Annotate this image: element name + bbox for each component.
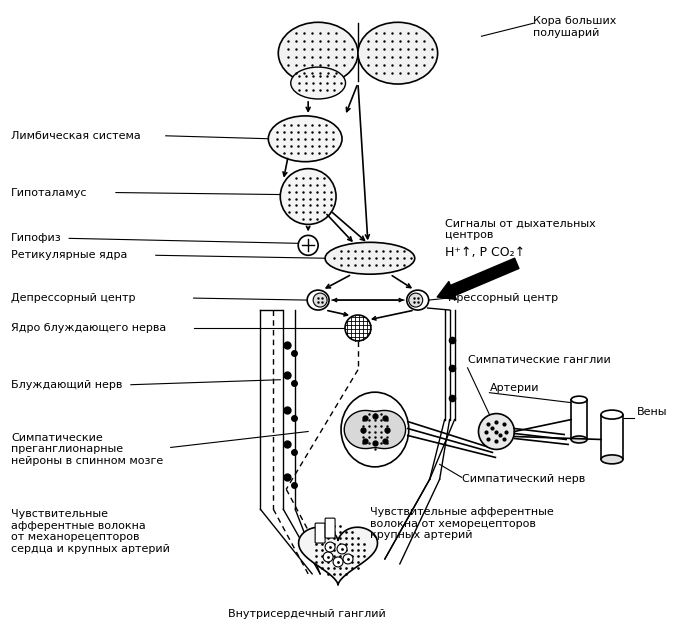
Ellipse shape xyxy=(268,116,342,161)
Circle shape xyxy=(345,315,371,341)
Text: Гипоталамус: Гипоталамус xyxy=(11,188,88,198)
Ellipse shape xyxy=(307,290,329,310)
Circle shape xyxy=(479,413,514,449)
Circle shape xyxy=(343,554,353,564)
Text: Ретикулярные ядра: Ретикулярные ядра xyxy=(11,250,127,260)
Text: Прессорный центр: Прессорный центр xyxy=(447,293,558,303)
Ellipse shape xyxy=(313,293,327,307)
Text: Лимбическая система: Лимбическая система xyxy=(11,131,141,141)
Circle shape xyxy=(298,235,318,255)
Ellipse shape xyxy=(358,22,438,84)
Text: Депрессорный центр: Депрессорный центр xyxy=(11,293,136,303)
Ellipse shape xyxy=(325,242,414,274)
Text: Артерии: Артерии xyxy=(489,383,539,393)
Text: Внутрисердечный ганглий: Внутрисердечный ганглий xyxy=(228,609,386,619)
Circle shape xyxy=(325,542,335,552)
Text: Чувствительные афферентные
волокна от хеморецепторов
крупных артерий: Чувствительные афферентные волокна от хе… xyxy=(370,507,554,540)
Text: Симпатические
преганглионарные
нейроны в спинном мозге: Симпатические преганглионарные нейроны в… xyxy=(11,433,164,466)
Ellipse shape xyxy=(407,290,428,310)
Ellipse shape xyxy=(279,22,358,84)
Bar xyxy=(601,415,623,459)
Ellipse shape xyxy=(601,410,623,419)
FancyBboxPatch shape xyxy=(315,523,325,543)
Ellipse shape xyxy=(601,455,623,464)
Text: Сигналы от дыхательных
центров: Сигналы от дыхательных центров xyxy=(444,218,596,240)
Circle shape xyxy=(337,544,347,554)
Bar xyxy=(571,399,587,440)
Polygon shape xyxy=(299,527,377,585)
FancyBboxPatch shape xyxy=(325,518,335,538)
Circle shape xyxy=(280,168,336,225)
Ellipse shape xyxy=(290,67,346,99)
Text: Вены: Вены xyxy=(637,406,667,417)
Text: Чувствительные
афферентные волокна
от механорецепторов
сердца и крупных артерий: Чувствительные афферентные волокна от ме… xyxy=(11,509,170,554)
Text: Кора больших
полушарий: Кора больших полушарий xyxy=(533,17,617,38)
Text: H⁺↑, P CO₂↑: H⁺↑, P CO₂↑ xyxy=(444,246,525,259)
Ellipse shape xyxy=(571,436,587,443)
Text: Блуждающий нерв: Блуждающий нерв xyxy=(11,380,122,390)
Text: Ядро блуждающего нерва: Ядро блуждающего нерва xyxy=(11,323,167,333)
Circle shape xyxy=(333,557,343,567)
FancyArrowPatch shape xyxy=(438,258,519,299)
Text: Симпатический нерв: Симпатический нерв xyxy=(461,474,584,484)
Ellipse shape xyxy=(571,396,587,403)
Ellipse shape xyxy=(409,293,423,307)
Text: Симпатические ганглии: Симпатические ганглии xyxy=(468,355,610,365)
Ellipse shape xyxy=(341,392,409,467)
Polygon shape xyxy=(344,410,405,449)
Circle shape xyxy=(323,552,333,562)
Text: Гипофиз: Гипофиз xyxy=(11,234,62,243)
